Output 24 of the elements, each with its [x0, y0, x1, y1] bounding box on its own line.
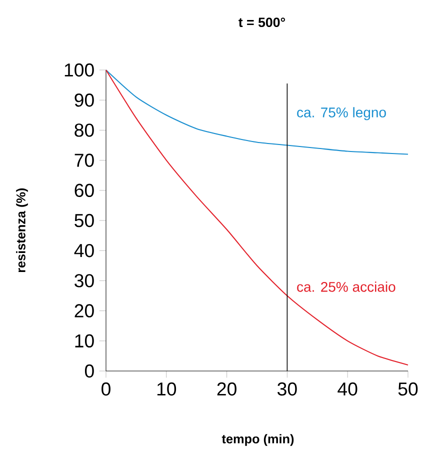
y-tick-label: 0 [84, 364, 94, 378]
x-tick-label: 30 [278, 382, 297, 396]
y-axis-title: resistenza (%) [16, 188, 28, 272]
y-tick-label: 100 [64, 63, 94, 77]
x-tick-label: 20 [217, 382, 236, 396]
x-axis-title: tempo (min) [222, 434, 294, 446]
y-tick-label: 90 [74, 93, 94, 107]
x-tick-label: 50 [398, 382, 418, 396]
chart-title: t = 500° [238, 18, 286, 28]
x-tick-label: 10 [157, 382, 176, 396]
y-tick-label: 60 [74, 184, 94, 198]
line-series [105, 69, 409, 155]
y-tick-label: 10 [75, 334, 94, 348]
y-tick-label: 30 [74, 274, 94, 288]
y-tick-label: 50 [74, 214, 94, 228]
y-tick-label: 80 [74, 124, 94, 137]
y-tick-label: 40 [74, 244, 94, 258]
y-tick-label: 70 [74, 154, 94, 167]
x-tick-label: 40 [338, 382, 358, 396]
x-tick-label: 0 [102, 382, 110, 396]
y-tick-label: 20 [74, 304, 94, 318]
line-series [105, 69, 409, 366]
series-label: ca. 25% acciaio [297, 282, 396, 292]
series-label: ca. 75% legno [297, 107, 386, 120]
